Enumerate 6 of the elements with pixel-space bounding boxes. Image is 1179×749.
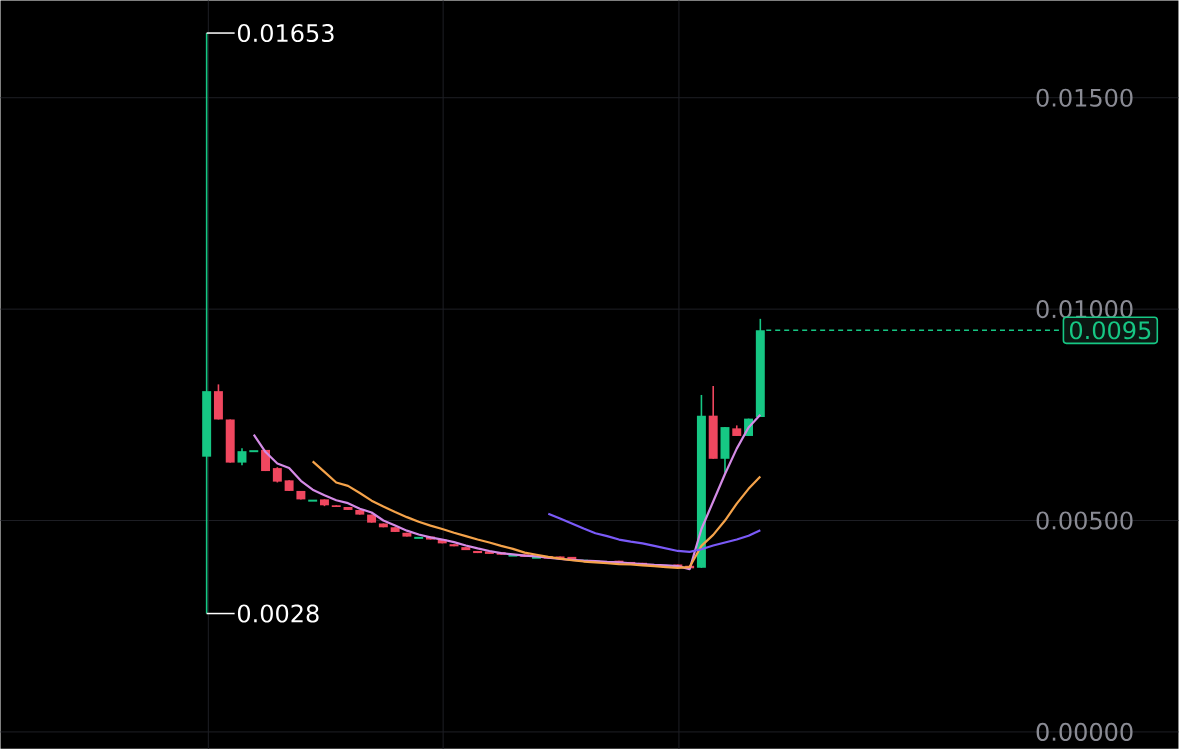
ref-line-label: 0.0095 bbox=[1069, 321, 1151, 340]
annotation: 0.01653 bbox=[237, 23, 334, 42]
y-tick-label: 0.00500 bbox=[1036, 511, 1133, 530]
annotation: 0.0028 bbox=[237, 604, 319, 623]
y-tick-label: 0.01500 bbox=[1036, 88, 1133, 107]
y-tick-label: 0.00000 bbox=[1036, 722, 1133, 741]
